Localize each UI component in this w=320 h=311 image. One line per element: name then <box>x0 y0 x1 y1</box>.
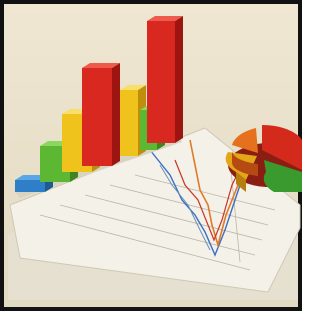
bar-side <box>175 16 183 143</box>
bar-side <box>112 63 120 166</box>
bar-face <box>147 21 175 143</box>
illustration <box>0 0 302 311</box>
bar-face <box>120 90 138 156</box>
page: (() => { const data = JSON.parse(documen… <box>0 0 302 311</box>
bar-face <box>82 68 112 166</box>
